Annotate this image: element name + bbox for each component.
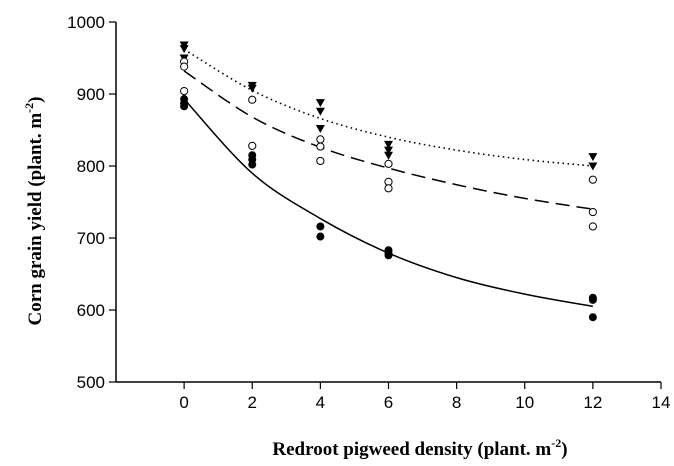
data-point-open-circle — [316, 142, 325, 151]
data-point-open-circle — [248, 95, 257, 104]
data-point-open-circle — [588, 207, 597, 217]
data-point-triangle — [315, 125, 325, 134]
data-point-filled-circle — [588, 313, 597, 322]
data-point-open-circle — [588, 222, 597, 231]
fit-curve-series-3 — [183, 98, 594, 308]
data-point-triangle — [179, 45, 189, 54]
x-axis-title: Redroot pigweed density (plant. m-2) — [272, 436, 567, 460]
data-point-open-circle — [180, 62, 189, 71]
data-point-triangle — [588, 162, 598, 171]
data-point-filled-circle — [180, 102, 189, 111]
y-tick-label: 600 — [77, 301, 105, 320]
x-tick-label: 0 — [179, 393, 188, 412]
x-tick-label: 12 — [583, 393, 602, 412]
x-tick-label: 10 — [515, 393, 534, 412]
x-axis-title-text: Redroot pigweed density (plant. m — [272, 439, 551, 460]
data-point-triangle — [247, 84, 257, 93]
data-point-open-circle — [316, 156, 325, 166]
data-point-filled-circle — [384, 251, 393, 260]
x-axis-title-tail: ) — [561, 439, 567, 460]
fit-curves — [183, 48, 594, 308]
y-tick-label: 1000 — [67, 13, 105, 32]
y-tick-label: 700 — [77, 229, 105, 248]
data-point-filled-circle — [588, 295, 597, 304]
data-points — [179, 41, 598, 322]
axes: 500 600 700 800 900 1000 0 2 4 6 8 10 12 14 — [67, 13, 670, 412]
y-axis-title-sup: -2 — [22, 103, 36, 113]
data-point-filled-circle — [316, 222, 325, 231]
data-point-open-circle — [384, 184, 393, 193]
fit-curve-series-2 — [183, 70, 593, 210]
data-point-triangle — [384, 140, 393, 149]
x-tick-label: 14 — [652, 393, 671, 412]
data-point-filled-circle — [316, 232, 325, 241]
y-axis-title-tail: ) — [25, 96, 46, 102]
data-point-triangle — [384, 146, 393, 155]
data-point-triangle — [315, 99, 325, 108]
y-tick-label: 500 — [77, 373, 105, 392]
y-axis-title-text: Corn grain yield (plant. m — [25, 113, 46, 326]
x-tick-label: 2 — [248, 393, 257, 412]
data-point-open-circle — [248, 141, 257, 150]
y-axis-title: Corn grain yield (plant. m-2) — [22, 96, 46, 325]
data-point-triangle — [384, 151, 393, 160]
data-point-triangle — [315, 107, 325, 116]
data-point-filled-circle — [248, 160, 257, 169]
data-point-triangle — [588, 153, 598, 162]
x-tick-label: 6 — [384, 393, 393, 412]
x-tick-label: 8 — [452, 393, 461, 412]
data-point-open-circle — [384, 159, 393, 168]
data-point-open-circle — [588, 175, 597, 184]
y-tick-label: 800 — [77, 157, 105, 176]
data-point-open-circle — [316, 135, 325, 144]
x-axis-title-sup: -2 — [551, 436, 561, 450]
x-tick-label: 4 — [316, 393, 325, 412]
data-point-open-circle — [180, 87, 189, 96]
y-tick-label: 900 — [77, 85, 105, 104]
